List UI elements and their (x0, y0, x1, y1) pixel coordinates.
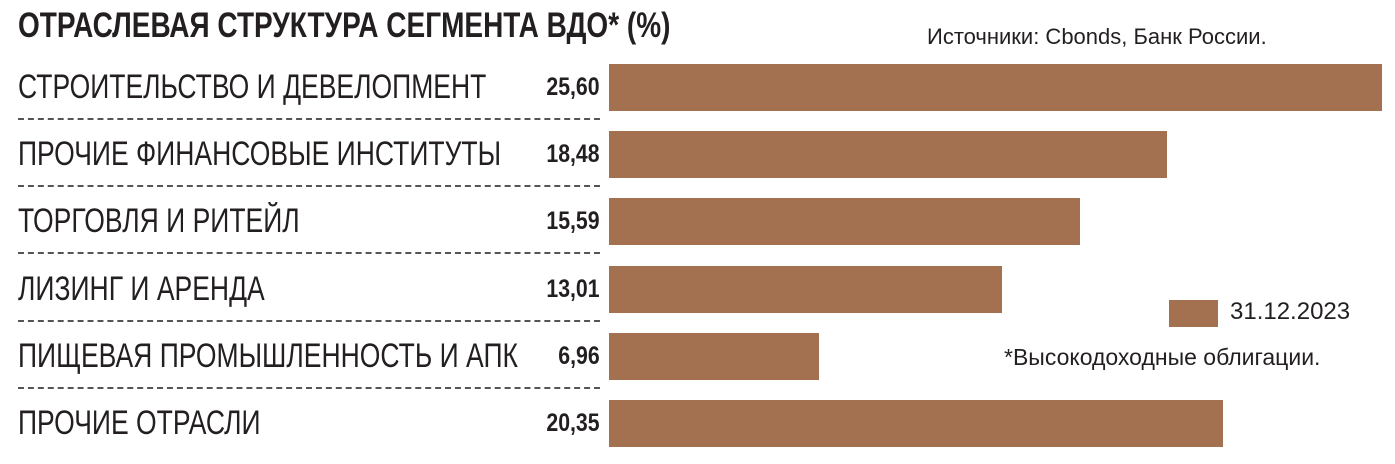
bar (609, 131, 1167, 179)
bar (609, 332, 820, 380)
value-label: 25,60 (546, 73, 600, 101)
bar (609, 198, 1080, 246)
row-divider (18, 252, 600, 255)
category-label: ПРОЧИЕ ФИНАНСОВЫЕ ИНСТИТУТЫ (18, 135, 502, 174)
legend-label: 31.12.2023 (1230, 298, 1351, 325)
bar (609, 64, 1382, 111)
value-label: 20,35 (546, 409, 600, 437)
legend-swatch (1169, 300, 1218, 327)
category-label: ЛИЗИНГ И АРЕНДА (18, 269, 265, 308)
row-divider (18, 185, 600, 188)
category-label: ПРОЧИЕ ОТРАСЛИ (18, 404, 261, 442)
footnote: *Высокодоходные облигации. (1004, 344, 1321, 370)
bar (609, 265, 1002, 313)
category-label: СТРОИТЕЛЬСТВО И ДЕВЕЛОПМЕНТ (18, 68, 487, 106)
category-label: ТОРГОВЛЯ И РИТЕЙЛ (18, 202, 300, 241)
value-label: 6,96 (558, 341, 600, 370)
row-divider (18, 386, 600, 389)
category-label: ПИЩЕВАЯ ПРОМЫШЛЕННОСТЬ И АПК (18, 336, 518, 375)
row-divider (18, 319, 600, 322)
value-label: 15,59 (546, 207, 600, 236)
value-label: 18,48 (546, 140, 600, 169)
source-note: Источники: Cbonds, Банк России. (927, 24, 1267, 49)
value-label: 13,01 (546, 274, 600, 303)
bar (609, 400, 1224, 447)
chart-title: ОТРАСЛЕВАЯ СТРУКТУРА СЕГМЕНТА ВДО* (%) (18, 6, 671, 45)
row-divider (18, 118, 600, 120)
